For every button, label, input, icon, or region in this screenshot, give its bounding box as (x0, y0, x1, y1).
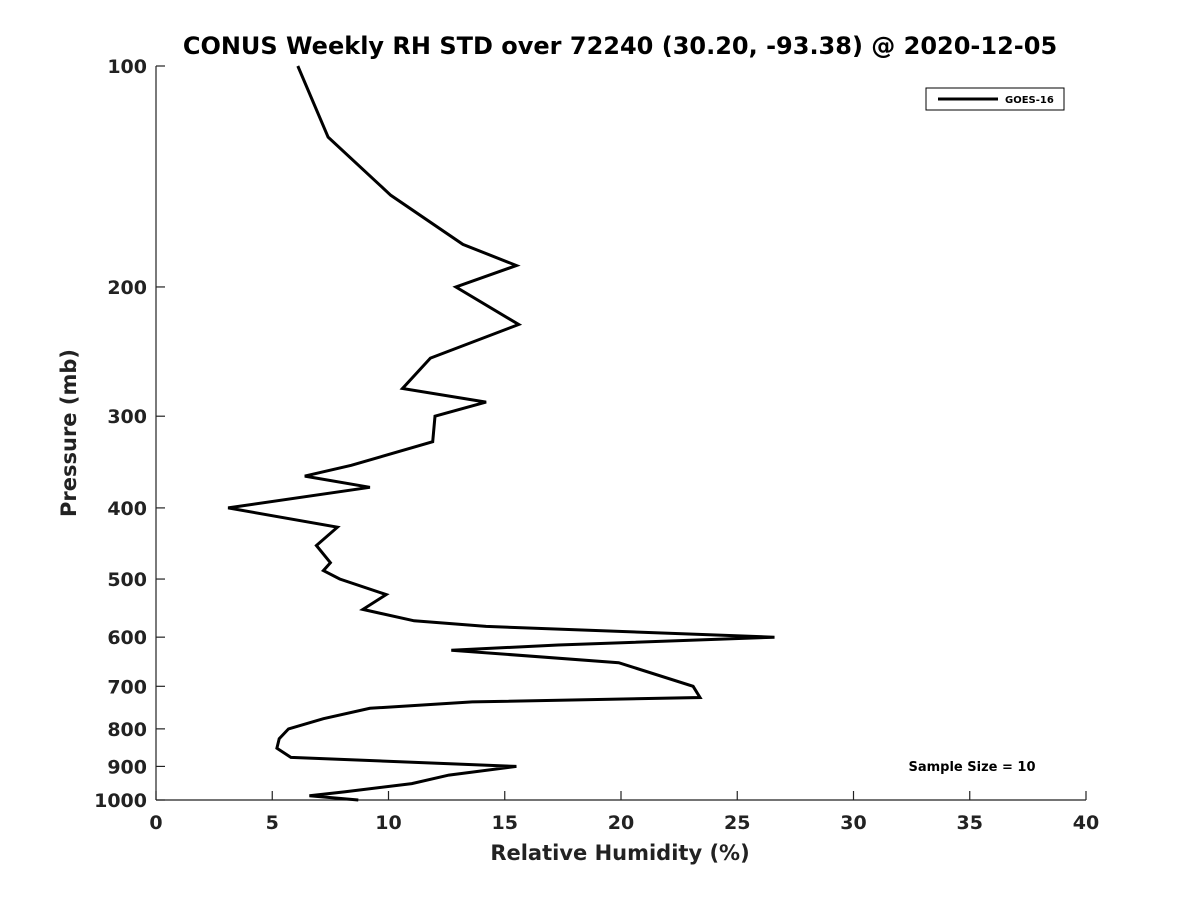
sample-size-annotation: Sample Size = 10 (908, 760, 1035, 775)
legend-series-name: GOES-16 (1005, 95, 1054, 106)
y-tick-label: 900 (107, 756, 147, 778)
x-tick-label: 35 (957, 812, 983, 834)
x-tick-label: 40 (1073, 812, 1099, 834)
y-tick-label: 500 (107, 569, 147, 591)
y-tick-label: 200 (107, 277, 147, 299)
legend: GOES-16 (925, 87, 1065, 111)
y-tick-label: 1000 (94, 790, 147, 812)
x-tick-label: 20 (608, 812, 634, 834)
x-tick-label: 0 (149, 812, 162, 834)
y-tick-label: 700 (107, 676, 147, 698)
x-tick-label: 15 (492, 812, 518, 834)
y-axis-label: Pressure (mb) (57, 349, 81, 517)
y-tick-label: 800 (107, 719, 147, 741)
y-tick-label: 600 (107, 627, 147, 649)
x-axis-label: Relative Humidity (%) (490, 841, 749, 865)
x-tick-label: 25 (724, 812, 750, 834)
chart-title: CONUS Weekly RH STD over 72240 (30.20, -… (183, 32, 1057, 60)
x-tick-label: 30 (840, 812, 866, 834)
x-tick-label: 5 (266, 812, 279, 834)
plot-axes: 0 5 10 15 20 25 30 35 40 100 200 300 400 500 600 700 800… (94, 56, 1099, 834)
y-tick-label: 100 (107, 56, 147, 78)
goes16-profile-line (227, 65, 775, 802)
y-tick-label: 300 (107, 406, 147, 428)
x-tick-label: 10 (375, 812, 401, 834)
y-tick-label: 400 (107, 498, 147, 520)
